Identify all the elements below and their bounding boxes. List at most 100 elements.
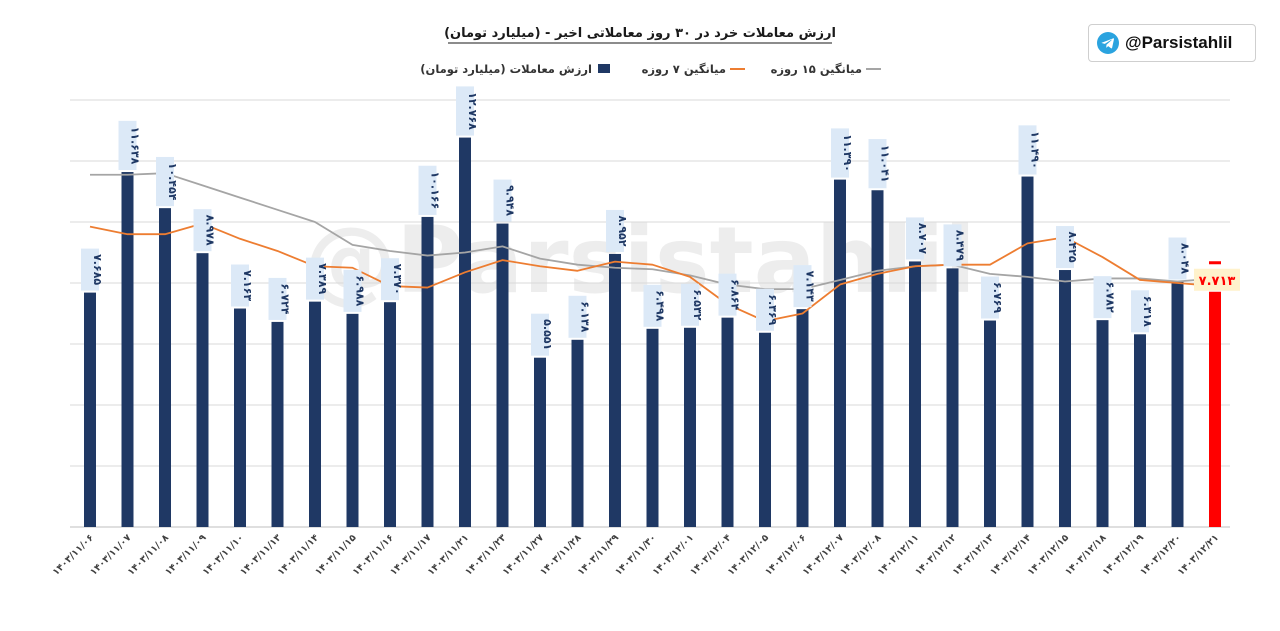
data-label-box (1131, 290, 1149, 333)
data-label: ۸.۹۵۲ (616, 215, 629, 246)
data-label: ۸.۴۷۹ (954, 230, 967, 261)
data-label: ۶.۹۸۸ (354, 275, 367, 306)
data-label: ۱۱.۴۹۰ (1029, 131, 1042, 169)
bar (384, 302, 396, 527)
average-lines (89, 172, 1216, 323)
data-label-box (456, 86, 474, 136)
data-label-box (1018, 125, 1037, 175)
bar (571, 339, 584, 527)
data-label-box (981, 276, 999, 319)
telegram-icon (1097, 32, 1119, 54)
data-label-box (568, 295, 587, 338)
data-label: ۶.۳۱۸ (1141, 296, 1154, 327)
bar (684, 327, 696, 527)
data-label: ۱۱.۰۴۱ (879, 145, 892, 183)
data-label-box (793, 265, 812, 308)
bar (721, 317, 734, 527)
data-label: ۷.۱۶۳ (241, 270, 254, 301)
legend-label-bars: ارزش معاملات (میلیارد تومان) (420, 62, 592, 77)
data-label: ۱۰.۱۶۶ (429, 171, 442, 209)
bar (984, 320, 996, 527)
highlight-label-box (1194, 268, 1240, 291)
watermark: @Parsistahlil (304, 207, 976, 314)
bar (121, 172, 134, 527)
data-label: ۱۱.۳۹۰ (841, 134, 854, 172)
bar (834, 179, 846, 528)
bar (234, 308, 246, 527)
data-label: ۷.۱۴۳ (804, 271, 817, 302)
data-labels: ۷.۶۸۵ ۱۱.۶۳۸ ۱۰.۴۵۴ ۸.۹۷۸ ۷.۱۶۳ ۶.۷۲۴ ۷.۳۸۹ ۶.۹… (81, 86, 1240, 356)
data-label: ۶.۱۳۸ (579, 301, 592, 332)
data-label: ۶.۷۸۲ (1104, 282, 1117, 313)
bar (459, 137, 471, 528)
legend-swatch-bars (598, 64, 610, 73)
data-label-box (268, 277, 287, 320)
bar (1209, 291, 1221, 527)
data-label-box (306, 257, 324, 300)
data-label: ۱۲.۷۶۸ (466, 92, 479, 130)
data-label: ۷.۷۱۳ (1199, 274, 1236, 289)
bar (871, 190, 884, 527)
data-label-box (531, 313, 549, 356)
bar (796, 309, 809, 527)
data-label-box (906, 217, 924, 260)
data-label: ۶.۵۳۲ (691, 289, 704, 320)
x-axis: ۱۴۰۳/۱۱/۰۶۱۴۰۳/۱۱/۰۷۱۴۰۳/۱۱/۰۸۱۴۰۳/۱۱/۰۹… (51, 532, 1221, 578)
bar (271, 321, 284, 527)
bar (946, 268, 959, 527)
data-label-box (756, 288, 774, 331)
data-label-box (1056, 226, 1074, 269)
bar (309, 301, 321, 527)
data-label: ۸.۷۰۷ (916, 223, 929, 254)
bar (346, 313, 359, 527)
telegram-badge[interactable]: @Parsistahlil (1088, 24, 1256, 62)
bar (909, 261, 921, 527)
data-label: ۶.۴۹۸ (654, 290, 667, 321)
bar (1171, 281, 1184, 527)
bar (1134, 334, 1146, 527)
bar (1021, 176, 1034, 527)
bar (196, 253, 209, 527)
bar (609, 253, 621, 528)
data-label-box (831, 128, 849, 178)
data-label: ۶.۳۶۹ (766, 294, 779, 325)
bar (759, 332, 771, 527)
data-label-box (718, 273, 737, 316)
bar (1096, 320, 1109, 527)
telegram-handle: @Parsistahlil (1125, 33, 1233, 52)
bar (84, 292, 96, 527)
data-label-box (868, 139, 887, 189)
data-label-box (943, 224, 962, 267)
data-label: ۸.۹۷۸ (204, 215, 217, 246)
data-label-box (606, 209, 624, 252)
bar (1059, 270, 1071, 527)
ma15-line (90, 172, 1216, 291)
data-label: ۶.۷۲۴ (279, 283, 292, 314)
data-label: ۶.۸۶۴ (729, 279, 742, 310)
bar (534, 357, 546, 527)
data-label: ۸.۰۴۸ (1179, 243, 1192, 274)
data-label: ۹.۹۴۸ (504, 185, 517, 216)
bar (646, 328, 659, 527)
data-label: ۸.۴۲۵ (1066, 232, 1079, 263)
watermark-text: @Parsistahlil (304, 207, 976, 314)
data-label: ۷.۶۸۵ (91, 254, 104, 285)
data-label-box (418, 165, 437, 215)
data-label-box (493, 179, 512, 222)
legend-label-ma15: میانگین ۱۵ روزه (771, 62, 862, 77)
data-label-box (381, 258, 399, 301)
data-label-box (681, 283, 699, 326)
data-label-box (343, 269, 362, 312)
legend-label-ma7: میانگین ۷ روزه (642, 62, 726, 77)
data-label: ۶.۷۶۹ (991, 282, 1004, 313)
title-group: ارزش معاملات خرد در ۳۰ روز معاملاتی اخیر… (444, 26, 836, 44)
data-label-box (643, 284, 662, 327)
ma7-line (89, 222, 1216, 323)
data-label-box (81, 248, 99, 291)
data-label-box (118, 120, 137, 171)
data-label-box (1093, 276, 1112, 319)
data-label: ۷.۳۷۰ (391, 264, 404, 295)
data-label-box (193, 209, 212, 252)
data-label-box (1168, 237, 1187, 280)
